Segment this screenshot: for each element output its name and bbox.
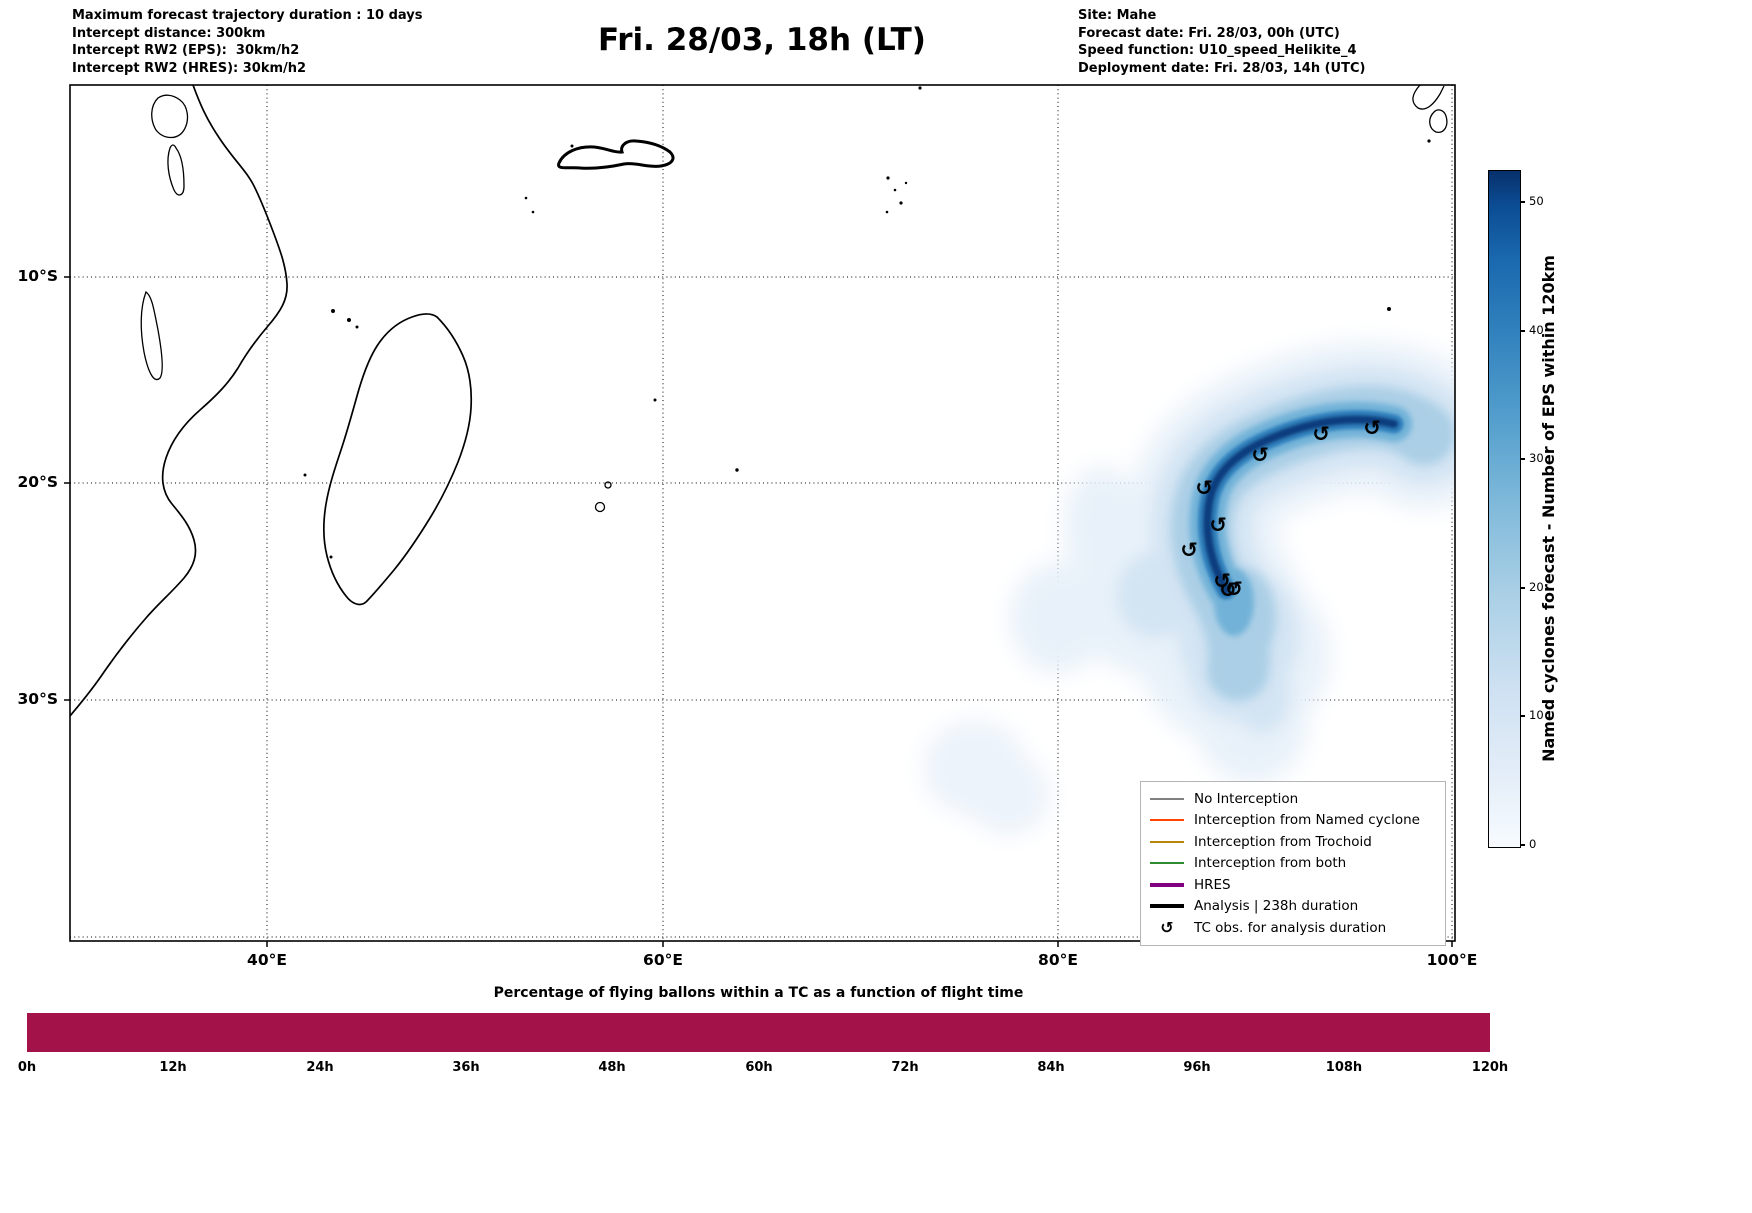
africa-coastline <box>70 85 288 717</box>
legend-label: Interception from both <box>1194 855 1347 872</box>
legend-item-both: Interception from both <box>1149 853 1437 875</box>
bottom-tick-48h: 48h <box>598 1060 626 1075</box>
cyclone-density-plume <box>923 342 1455 835</box>
bottom-tick-12h: 12h <box>159 1060 187 1075</box>
bottom-chart-title: Percentage of flying ballons within a TC… <box>493 985 1024 1001</box>
colorbar-tick-label: 20 <box>1529 580 1544 594</box>
colorbar-tick <box>1520 201 1525 203</box>
legend-item-trochoid: Interception from Trochoid <box>1149 831 1437 853</box>
colorbar-label-wrap: Named cyclones forecast - Number of EPS … <box>1528 170 1568 846</box>
colorbar-tick <box>1520 844 1525 846</box>
bottom-tick-24h: 24h <box>306 1060 334 1075</box>
legend-line-sample <box>1149 819 1185 822</box>
legend-line-sample <box>1149 882 1185 887</box>
map-canvas: ↺ ↺ ↺ ↺ ↺ ↺ ↺ ↺ ↺ <box>64 84 1456 947</box>
axis-ticks <box>64 276 1453 947</box>
page-title: Fri. 28/03, 18h (LT) <box>598 22 926 58</box>
tc-obs-marker: ↺ <box>1219 578 1237 602</box>
legend-label: No Interception <box>1194 790 1299 807</box>
bottom-tick-120h: 120h <box>1471 1060 1509 1075</box>
header-left-block: Maximum forecast trajectory duration : 1… <box>72 7 423 77</box>
x-tick-100e: 100°E <box>1426 951 1478 969</box>
african-lakes <box>140 94 189 381</box>
colorbar-tick-label: 0 <box>1529 837 1537 851</box>
site-text: Site: Mahe <box>1078 8 1157 23</box>
tc-obs-markers: ↺ ↺ ↺ ↺ ↺ ↺ ↺ ↺ ↺ <box>1180 416 1381 602</box>
bottom-tick-72h: 72h <box>891 1060 919 1075</box>
map-legend: No Interception Interception from Named … <box>1140 781 1446 946</box>
colorbar-tick-label: 30 <box>1529 451 1544 465</box>
speed-function-text: Speed function: U10_speed_Helikite_4 <box>1078 43 1357 58</box>
legend-item-named-cyclone: Interception from Named cyclone <box>1149 810 1437 832</box>
tc-obs-marker: ↺ <box>1180 538 1198 562</box>
bottom-tick-60h: 60h <box>745 1060 773 1075</box>
colorbar-tick <box>1520 330 1525 332</box>
intercept-rw2-eps-text: Intercept RW2 (EPS): 30km/h2 <box>72 43 300 58</box>
analysis-track <box>557 139 675 170</box>
colorbar-tick <box>1520 715 1525 717</box>
legend-label: Analysis | 238h duration <box>1194 898 1359 915</box>
intercept-distance-text: Intercept distance: 300km <box>72 25 266 41</box>
colorbar-label: Named cyclones forecast - Number of EPS … <box>1538 254 1558 762</box>
legend-item-analysis: Analysis | 238h duration <box>1149 896 1437 918</box>
bottom-tick-0h: 0h <box>17 1060 37 1075</box>
island-dots <box>303 86 1431 559</box>
x-tick-80e: 80°E <box>1038 951 1078 969</box>
bottom-tick-36h: 36h <box>452 1060 480 1075</box>
tc-obs-marker: ↺ <box>1251 443 1269 467</box>
colorbar-tick-label: 50 <box>1529 194 1544 208</box>
map-border <box>69 84 1456 942</box>
tc-obs-marker: ↺ <box>1195 476 1213 500</box>
tc-obs-marker: ↺ <box>1213 569 1231 593</box>
tc-obs-marker: ↺ <box>1312 422 1330 446</box>
legend-line-sample <box>1149 904 1185 909</box>
tc-obs-icon: ↺ <box>1160 918 1174 938</box>
tc-obs-marker: ↺ <box>1225 577 1243 601</box>
legend-label: HRES <box>1194 876 1231 893</box>
y-tick-10s: 10°S <box>17 267 58 285</box>
small-islands <box>594 85 1448 513</box>
tc-obs-marker: ↺ <box>1209 513 1227 537</box>
legend-line-sample <box>1149 862 1185 865</box>
forecast-date-text: Forecast date: Fri. 28/03, 00h (UTC) <box>1078 25 1340 41</box>
colorbar-tick-label: 10 <box>1529 708 1544 722</box>
header-right-block: Site: Mahe Forecast date: Fri. 28/03, 00… <box>1078 7 1365 77</box>
tc-obs-marker: ↺ <box>1363 416 1381 440</box>
colorbar-tick-label: 40 <box>1529 323 1544 337</box>
legend-label: Interception from Named cyclone <box>1194 812 1420 829</box>
bottom-tick-84h: 84h <box>1037 1060 1065 1075</box>
deployment-date-text: Deployment date: Fri. 28/03, 14h (UTC) <box>1078 60 1366 76</box>
legend-item-hres: HRES <box>1149 874 1437 896</box>
bottom-tick-96h: 96h <box>1183 1060 1211 1075</box>
legend-item-tc-obs: ↺ TC obs. for analysis duration <box>1149 917 1437 939</box>
coastlines <box>70 85 1448 717</box>
legend-label: TC obs. for analysis duration <box>1194 919 1387 936</box>
colorbar <box>1488 170 1521 848</box>
x-tick-40e: 40°E <box>247 951 287 969</box>
legend-label: Interception from Trochoid <box>1194 833 1372 850</box>
y-tick-30s: 30°S <box>17 690 58 708</box>
colorbar-tick <box>1520 458 1525 460</box>
max-duration-text: Maximum forecast trajectory duration : 1… <box>72 8 423 23</box>
legend-line-sample <box>1149 840 1185 843</box>
intercept-rw2-hres-text: Intercept RW2 (HRES): 30km/h2 <box>72 60 307 76</box>
bottom-tick-108h: 108h <box>1325 1060 1363 1075</box>
balloon-percentage-bar <box>27 1013 1490 1052</box>
y-tick-20s: 20°S <box>17 473 58 491</box>
madagascar-coastline <box>323 313 473 606</box>
legend-item-no-interception: No Interception <box>1149 788 1437 810</box>
x-tick-60e: 60°E <box>643 951 683 969</box>
legend-line-sample <box>1149 797 1185 800</box>
colorbar-tick <box>1520 587 1525 589</box>
